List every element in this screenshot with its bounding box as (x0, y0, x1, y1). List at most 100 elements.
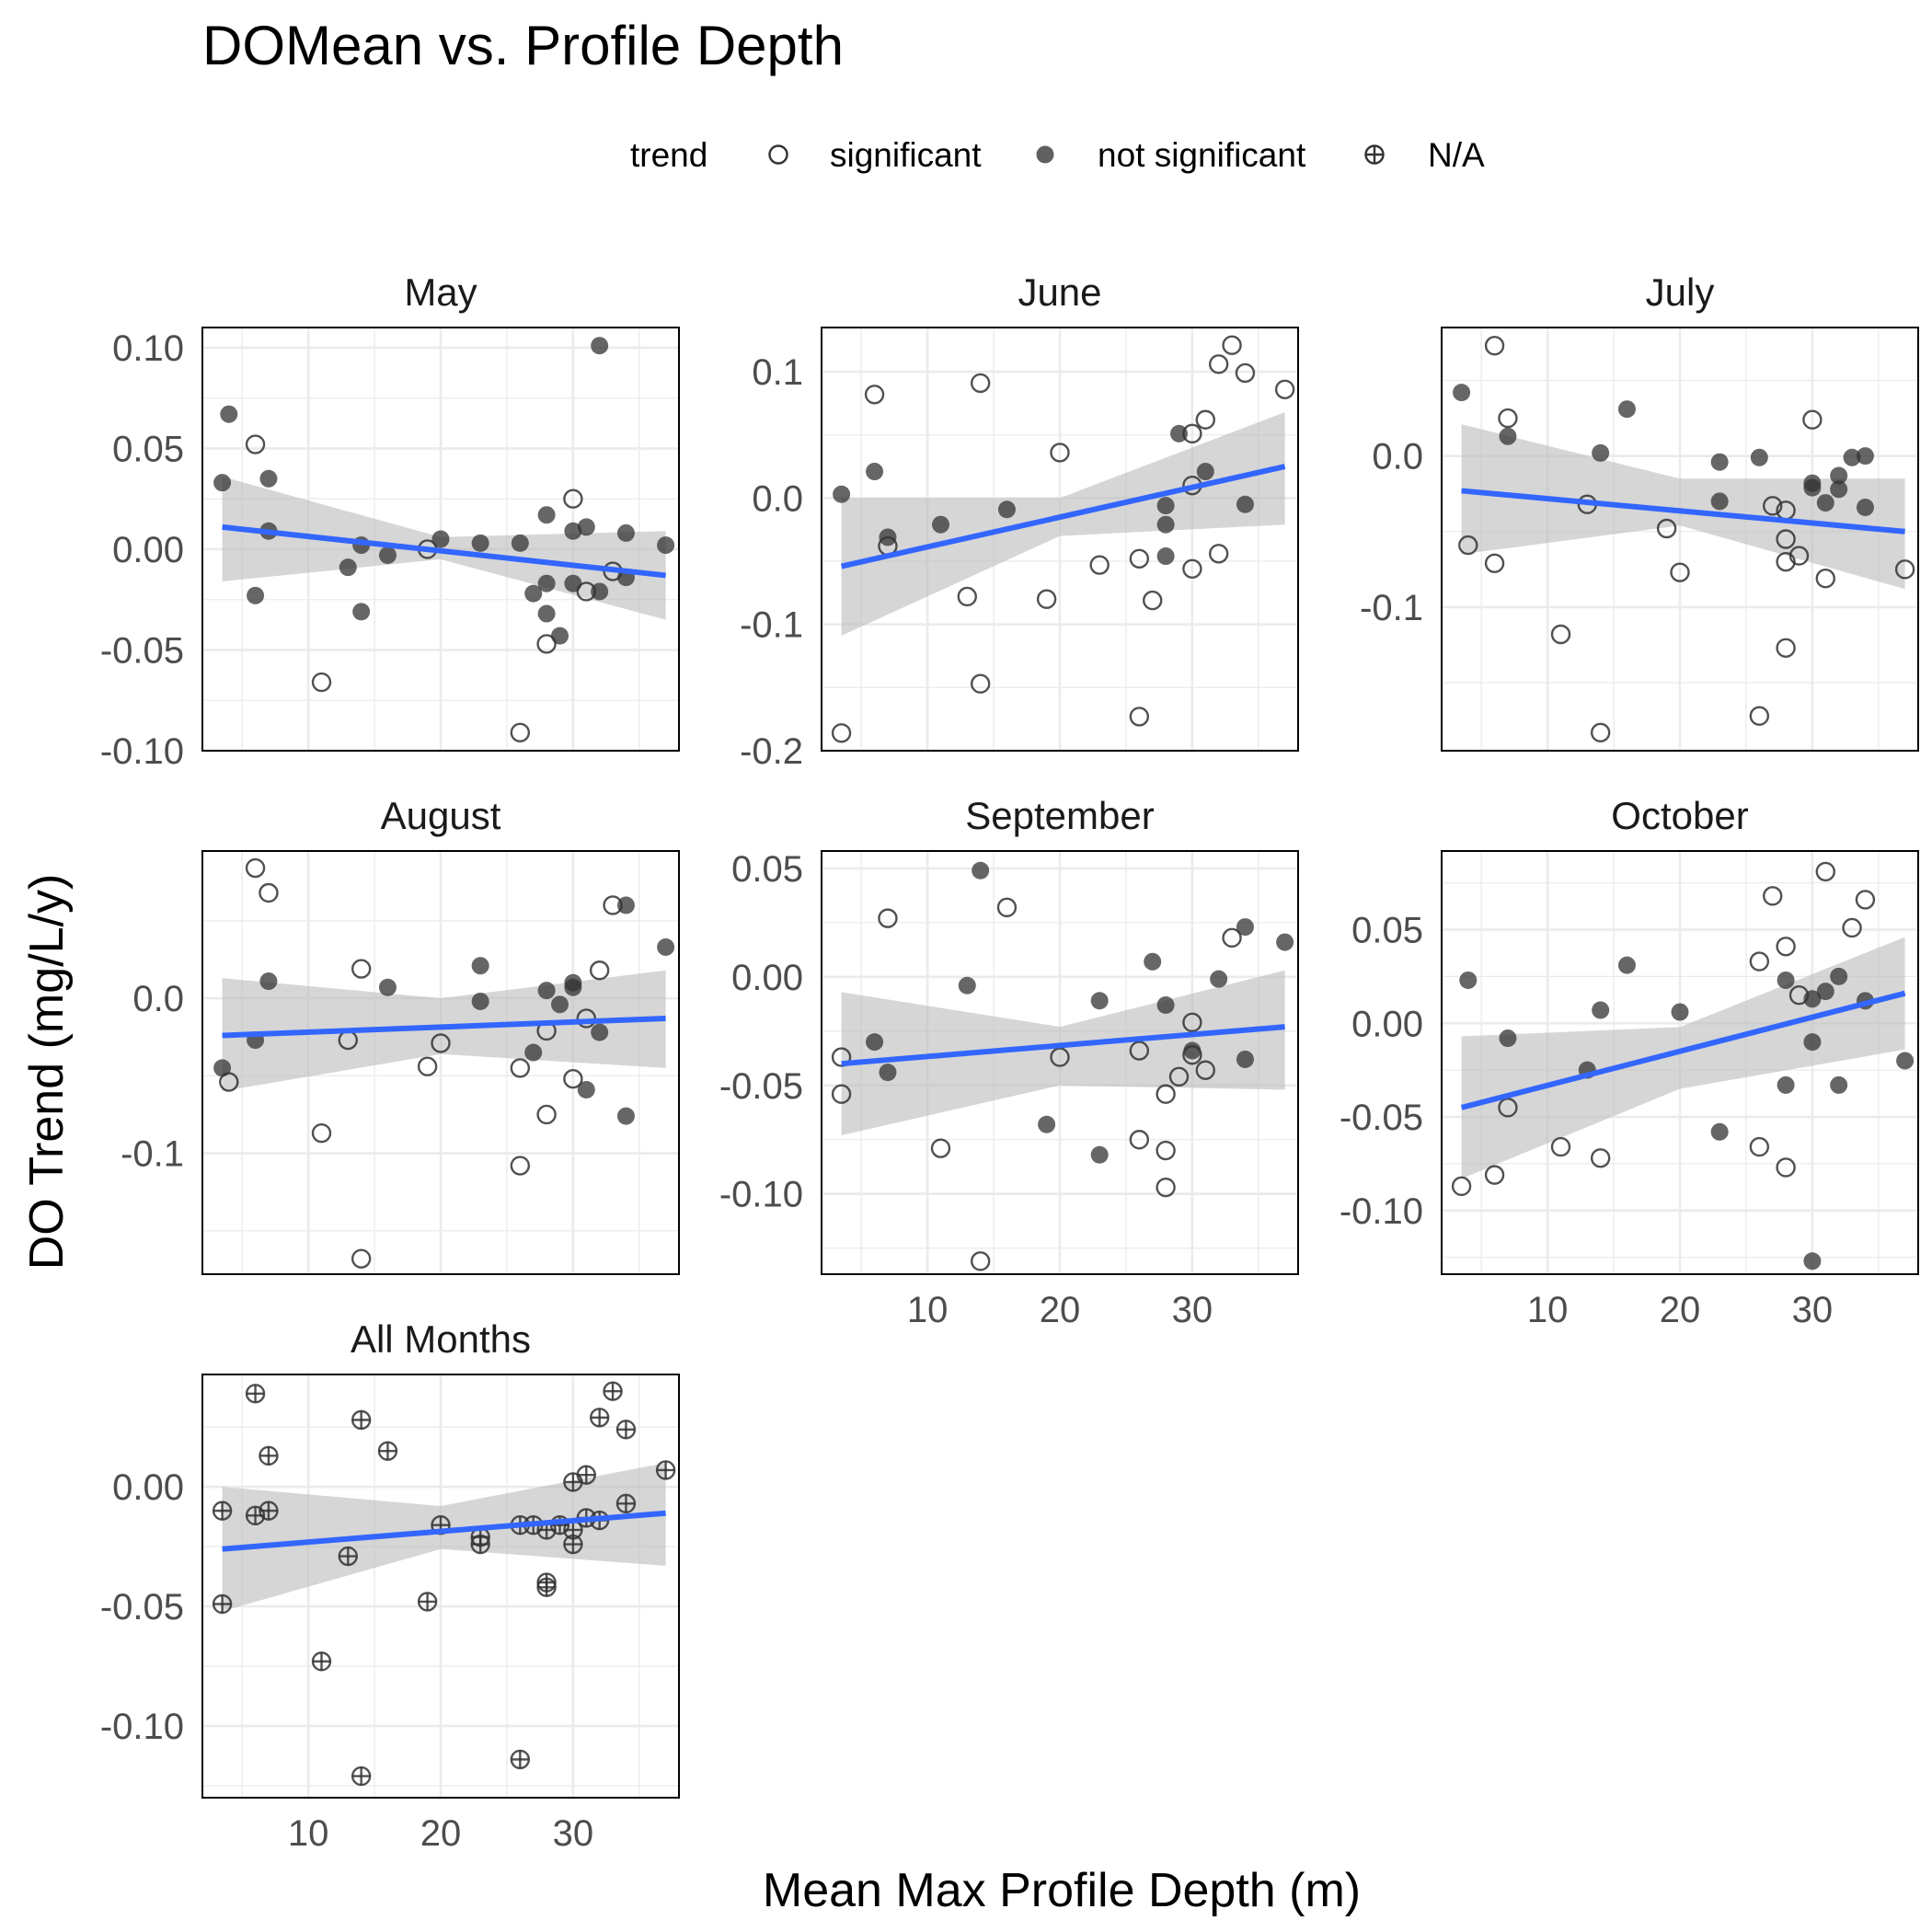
point-not-significant (1671, 1003, 1689, 1021)
point-significant (563, 489, 583, 509)
point-significant (1749, 1136, 1770, 1157)
point-not-significant (471, 957, 489, 975)
point-significant (417, 1056, 438, 1076)
trend-line-all-months (222, 1510, 666, 1552)
point-significant (1129, 1041, 1150, 1061)
facet-panels: May -0.10 -0.05 0.00 0.05 0.10 June -0.2 -0.1 0.0… (100, 270, 1919, 1854)
panel-title-june: June (1018, 270, 1101, 314)
point-not-significant (524, 584, 543, 603)
point-not-significant (551, 995, 569, 1014)
point-not-significant (259, 972, 278, 991)
point-significant (1156, 1177, 1176, 1198)
point-significant (536, 634, 557, 654)
point-significant (1763, 496, 1783, 516)
point-not-significant (616, 523, 635, 542)
point-significant (1550, 1136, 1571, 1157)
point-not-significant (220, 405, 238, 423)
point-significant (1788, 546, 1810, 566)
x-axis-title: Mean Max Profile Depth (m) (763, 1864, 1361, 1917)
y-tick-label: -0.1 (740, 605, 803, 646)
y-tick-label: 0.00 (1351, 1004, 1423, 1044)
point-not-significant (1843, 448, 1861, 466)
point-significant (1590, 722, 1611, 742)
point-significant (1498, 408, 1518, 429)
point-na (655, 1460, 676, 1480)
point-not-significant (537, 604, 556, 623)
panel-august: August -0.1 0.0 (121, 794, 680, 1275)
panel-title-september: September (965, 794, 1154, 837)
point-not-significant (378, 546, 397, 565)
point-not-significant (564, 574, 582, 592)
point-significant (1129, 548, 1150, 569)
point-not-significant (1196, 463, 1214, 481)
point-not-significant (1803, 1252, 1822, 1271)
point-not-significant (866, 1033, 884, 1052)
point-significant (1274, 379, 1295, 399)
point-significant (1776, 1157, 1796, 1178)
point-significant (259, 882, 279, 903)
point-significant (1222, 335, 1242, 355)
point-significant (1050, 1047, 1070, 1067)
point-significant (245, 857, 266, 879)
point-significant (1776, 529, 1796, 549)
point-significant (1749, 706, 1770, 726)
point-not-significant (932, 515, 949, 534)
x-tick-label: 30 (553, 1813, 594, 1854)
y-tick-label: -0.05 (100, 630, 184, 671)
point-not-significant (564, 978, 582, 996)
panel-title-all-months: All Months (351, 1317, 531, 1361)
legend-key-significant (768, 144, 788, 165)
point-not-significant (247, 586, 265, 604)
point-not-significant (1156, 497, 1175, 515)
point-na (615, 1420, 637, 1440)
point-not-significant (378, 978, 397, 996)
y-tick-label: 0.00 (112, 1467, 184, 1508)
point-na (417, 1592, 438, 1612)
y-tick-label: 0.05 (112, 429, 184, 469)
point-not-significant (1803, 990, 1822, 1008)
y-tick-label: -0.10 (1340, 1191, 1423, 1232)
point-significant (1129, 1130, 1150, 1150)
point-significant (970, 1251, 991, 1271)
chart-title: DOMean vs. Profile Depth (202, 15, 844, 76)
point-not-significant (1144, 952, 1162, 971)
trend-line-september (841, 1024, 1285, 1067)
point-significant (1802, 409, 1823, 430)
point-not-significant (1156, 515, 1175, 534)
point-not-significant (866, 463, 884, 481)
panel-october: October -0.10 -0.05 0.00 0.05 10 20 30 (1340, 794, 1919, 1330)
x-tick-label: 10 (288, 1813, 329, 1854)
point-significant (957, 586, 977, 607)
trend-line-october (1460, 990, 1906, 1110)
legend: trend significant not significant N/A (630, 136, 1485, 174)
point-not-significant (1459, 971, 1478, 989)
point-na (563, 1534, 583, 1555)
point-not-significant (616, 1107, 635, 1125)
y-tick-label: 0.0 (1372, 437, 1423, 477)
x-tick-label: 10 (1527, 1290, 1569, 1330)
point-significant (1749, 951, 1770, 972)
x-tick-label: 20 (420, 1813, 462, 1854)
point-significant (1670, 562, 1690, 582)
point-not-significant (1803, 1033, 1822, 1052)
point-significant (1050, 443, 1070, 463)
point-not-significant (1090, 1145, 1109, 1164)
y-tick-label: -0.05 (1340, 1098, 1423, 1138)
point-significant (864, 385, 885, 405)
point-not-significant (591, 1023, 609, 1041)
point-not-significant (1156, 995, 1175, 1014)
point-na (536, 1577, 557, 1597)
point-significant (351, 1248, 372, 1269)
point-not-significant (1183, 1041, 1202, 1060)
point-not-significant (352, 603, 371, 621)
point-not-significant (972, 861, 990, 880)
point-not-significant (1236, 918, 1254, 937)
panel-title-may: May (404, 270, 477, 314)
point-significant (1182, 1012, 1202, 1033)
point-significant (1182, 423, 1202, 444)
x-tick-label: 20 (1660, 1290, 1701, 1330)
point-na (510, 1749, 531, 1770)
legend-label-na: N/A (1428, 136, 1485, 174)
point-significant (1168, 1066, 1190, 1087)
point-significant (1815, 569, 1835, 589)
